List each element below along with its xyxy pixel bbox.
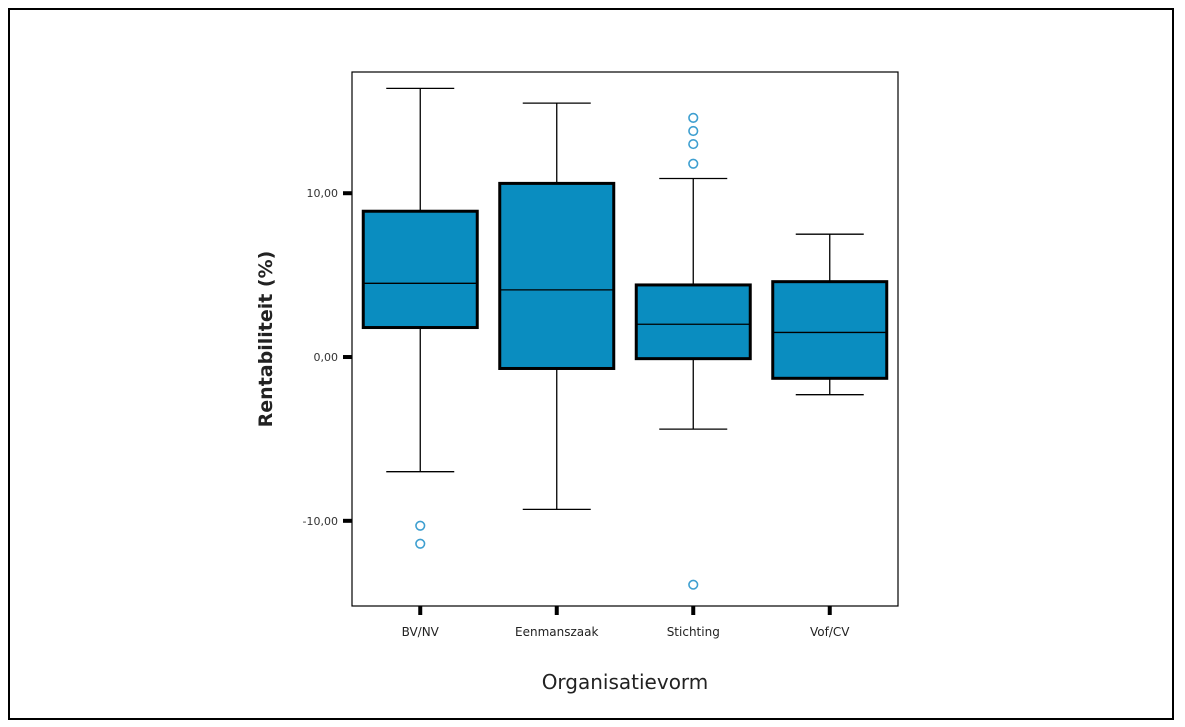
y-tick-label: 0,00 bbox=[314, 351, 339, 364]
x-axis-title: Organisatievorm bbox=[542, 670, 709, 694]
outlier-point bbox=[688, 579, 699, 590]
x-tick-label: Stichting bbox=[667, 625, 720, 639]
outlier-point bbox=[415, 520, 426, 531]
iqr-box bbox=[498, 181, 616, 370]
y-axis-title: Rentabiliteit (%) bbox=[255, 251, 277, 428]
iqr-box bbox=[361, 209, 479, 330]
y-tick-label: -10,00 bbox=[303, 515, 338, 528]
outlier-point bbox=[688, 158, 699, 169]
iqr-box bbox=[771, 280, 889, 380]
y-tick-label: 10,00 bbox=[307, 187, 339, 200]
outlier-point bbox=[688, 138, 699, 150]
plot-area bbox=[351, 71, 899, 607]
iqr-box bbox=[634, 283, 752, 361]
x-tick-label: Eenmanszaak bbox=[515, 625, 598, 639]
outlier-point bbox=[688, 125, 699, 137]
outlier-point bbox=[415, 538, 426, 549]
x-tick-label: Vof/CV bbox=[810, 625, 850, 639]
outlier-point bbox=[688, 112, 699, 123]
x-tick-label: BV/NV bbox=[402, 625, 440, 639]
